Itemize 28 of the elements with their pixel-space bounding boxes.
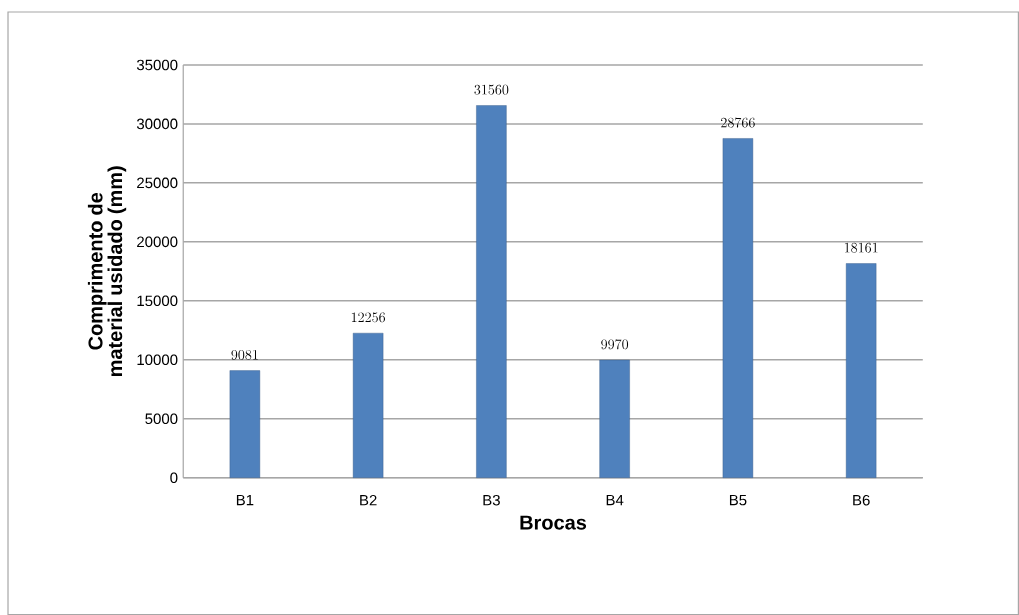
- y-tick-label: 20000: [137, 236, 178, 248]
- x-tick-label: B1: [236, 494, 254, 506]
- bar: [476, 105, 507, 478]
- data-label: 9081: [231, 349, 258, 360]
- x-tick-label: B4: [606, 494, 624, 506]
- data-label: 9970: [601, 339, 629, 350]
- bar: [599, 359, 630, 478]
- x-axis-title: Brocas: [520, 515, 587, 530]
- bar: [229, 370, 261, 478]
- y-tick-label: 10000: [137, 354, 178, 365]
- y-tick-label: 5000: [145, 413, 178, 424]
- y-tick-label: 0: [170, 472, 178, 483]
- y-tick-label: 30000: [136, 118, 178, 130]
- x-tick-label: B3: [483, 494, 500, 506]
- x-tick-label: B6: [853, 494, 870, 506]
- data-label: 12256: [351, 312, 386, 323]
- x-tick-label: B2: [360, 494, 377, 506]
- data-label: 28766: [721, 117, 755, 128]
- y-tick-label: 15000: [137, 295, 178, 306]
- y-tick-label: 35000: [136, 59, 178, 71]
- x-tick-label: B5: [729, 494, 747, 506]
- bar: [845, 263, 877, 478]
- y-tick-label: 25000: [137, 177, 178, 189]
- y-axis-title: Comprimento de material usidado (mm): [87, 166, 127, 376]
- bar: [352, 332, 384, 478]
- data-label: 31560: [474, 84, 509, 95]
- bar: [722, 138, 754, 478]
- data-label: 18161: [844, 242, 878, 253]
